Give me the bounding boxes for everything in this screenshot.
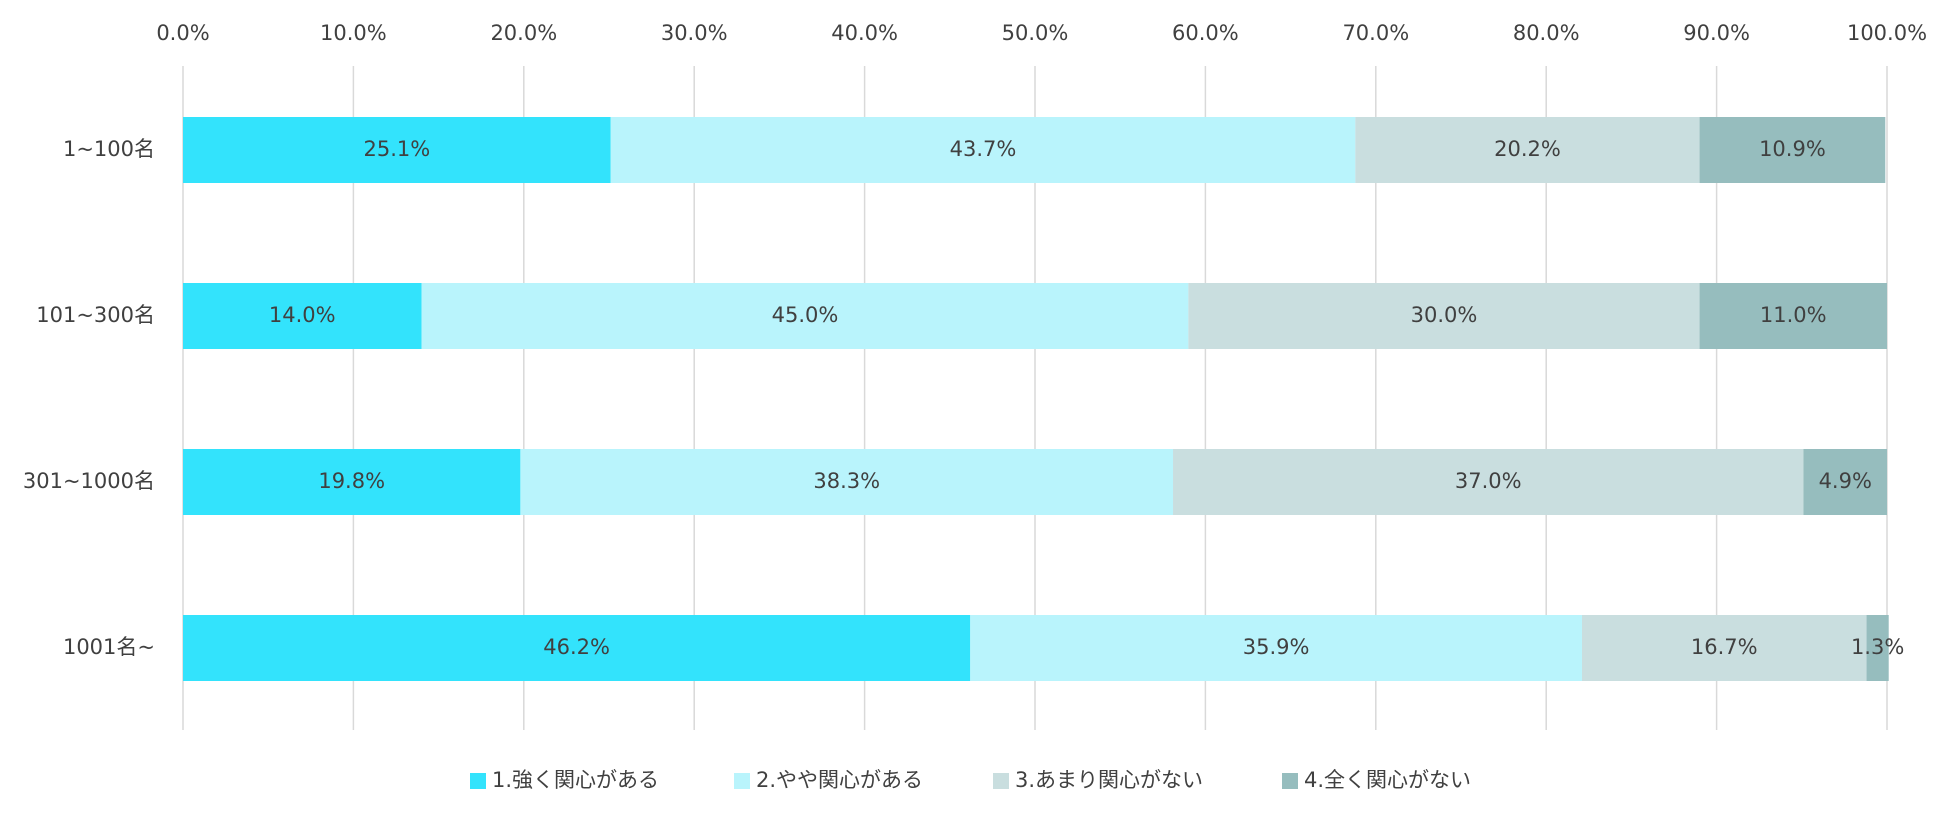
legend-label: 3.あまり関心がない	[1015, 768, 1203, 792]
legend-item: 4.全く関心がない	[1282, 768, 1471, 792]
x-tick-label: 50.0%	[1002, 21, 1069, 45]
x-tick-label: 70.0%	[1342, 21, 1409, 45]
legend-swatch	[470, 773, 486, 789]
data-label: 38.3%	[813, 469, 880, 493]
y-category-label: 1001名~	[63, 635, 155, 659]
y-category-label: 101~300名	[36, 303, 155, 327]
bar-segment	[1355, 117, 1700, 183]
data-label: 4.9%	[1819, 469, 1872, 493]
data-label: 1.3%	[1851, 635, 1904, 659]
bar-segment	[183, 117, 611, 183]
x-tick-label: 20.0%	[490, 21, 557, 45]
x-tick-label: 90.0%	[1683, 21, 1750, 45]
legend-swatch	[993, 773, 1009, 789]
bar-segment	[520, 449, 1174, 515]
x-tick-label: 30.0%	[661, 21, 728, 45]
legend-swatch	[734, 773, 750, 789]
y-category-label: 301~1000名	[23, 469, 155, 493]
data-label: 14.0%	[269, 303, 336, 327]
data-label: 30.0%	[1411, 303, 1478, 327]
data-label: 37.0%	[1455, 469, 1522, 493]
data-label: 16.7%	[1691, 635, 1758, 659]
data-label: 43.7%	[950, 137, 1017, 161]
x-tick-label: 40.0%	[831, 21, 898, 45]
x-tick-label: 80.0%	[1513, 21, 1580, 45]
bar-segment	[1173, 449, 1804, 515]
data-label: 20.2%	[1494, 137, 1561, 161]
bar-segment	[183, 449, 521, 515]
x-tick-label: 0.0%	[156, 21, 209, 45]
bar-segment	[421, 283, 1189, 349]
bar-segment	[1803, 449, 1887, 515]
x-axis-ticks: 0.0% 10.0% 20.0% 30.0% 40.0% 50.0% 60.0% 70.0% 8…	[156, 21, 1927, 45]
bar-segment	[1581, 615, 1867, 681]
bar-segment	[610, 117, 1356, 183]
legend-swatch	[1282, 773, 1298, 789]
legend-label: 1.強く関心がある	[492, 768, 659, 792]
bars	[183, 117, 1889, 681]
x-tick-label: 60.0%	[1172, 21, 1239, 45]
legend: 1.強く関心がある 2.やや関心がある 3.あまり関心がない 4.全く関心がない	[470, 768, 1471, 792]
data-labels: 25.1% 43.7% 20.2% 10.9% 14.0% 45.0% 30.0% 11.0%…	[269, 137, 1904, 659]
x-tick-label: 10.0%	[320, 21, 387, 45]
legend-item: 1.強く関心がある	[470, 768, 659, 792]
bar-segment	[1866, 615, 1889, 681]
y-axis-categories: 1~100名 101~300名 301~1000名 1001名~	[23, 137, 155, 659]
bar-segment	[1699, 117, 1886, 183]
data-label: 46.2%	[543, 635, 610, 659]
x-tick-label: 100.0%	[1847, 21, 1927, 45]
bar-segment	[1188, 283, 1700, 349]
legend-label: 2.やや関心がある	[756, 768, 923, 792]
data-label: 11.0%	[1760, 303, 1827, 327]
data-label: 35.9%	[1243, 635, 1310, 659]
data-label: 10.9%	[1759, 137, 1826, 161]
legend-label: 4.全く関心がない	[1304, 768, 1471, 792]
data-label: 19.8%	[318, 469, 385, 493]
y-category-label: 1~100名	[63, 137, 155, 161]
bar-segment	[183, 615, 971, 681]
bar-segment	[183, 283, 422, 349]
bar-segment	[970, 615, 1582, 681]
bar-segment	[1699, 283, 1887, 349]
data-label: 25.1%	[363, 137, 430, 161]
legend-item: 2.やや関心がある	[734, 768, 923, 792]
data-label: 45.0%	[772, 303, 839, 327]
legend-item: 3.あまり関心がない	[993, 768, 1203, 792]
